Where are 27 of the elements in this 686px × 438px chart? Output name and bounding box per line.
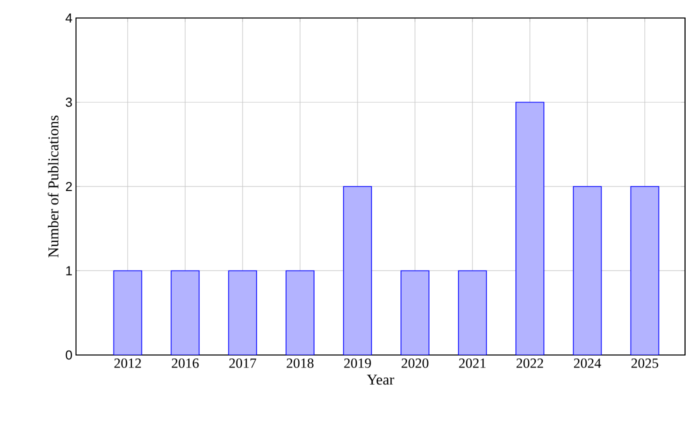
x-tick-label: 2021 [459, 358, 486, 368]
x-tick-label: 2022 [516, 358, 544, 368]
bar [113, 270, 142, 355]
bar [458, 270, 487, 355]
x-tick-label: 2024 [574, 358, 602, 368]
y-tick-label: 2 [66, 182, 72, 192]
bar [572, 186, 602, 355]
bar [515, 102, 544, 355]
x-tick-label: 2018 [286, 358, 314, 368]
x-tick-label: 2019 [344, 358, 371, 368]
x-tick-label: 2020 [402, 358, 428, 368]
y-tick-label: 3 [66, 98, 72, 107]
x-tick-label: 2016 [172, 358, 199, 368]
bar [286, 270, 314, 355]
x-tick-label: 2017 [229, 358, 256, 368]
bar [630, 186, 660, 355]
x-tick-label: 2025 [631, 358, 658, 368]
bar [343, 186, 372, 355]
bar [400, 270, 430, 355]
x-tick-label: 2012 [114, 358, 141, 368]
y-tick-label: 4 [66, 14, 72, 22]
bar [228, 270, 258, 355]
y-axis-title: Number of Publications [48, 116, 58, 258]
bar [170, 270, 200, 355]
y-tick-label: 1 [66, 266, 72, 276]
x-axis-title: Year [366, 374, 394, 385]
y-tick-label: 0 [66, 350, 72, 360]
